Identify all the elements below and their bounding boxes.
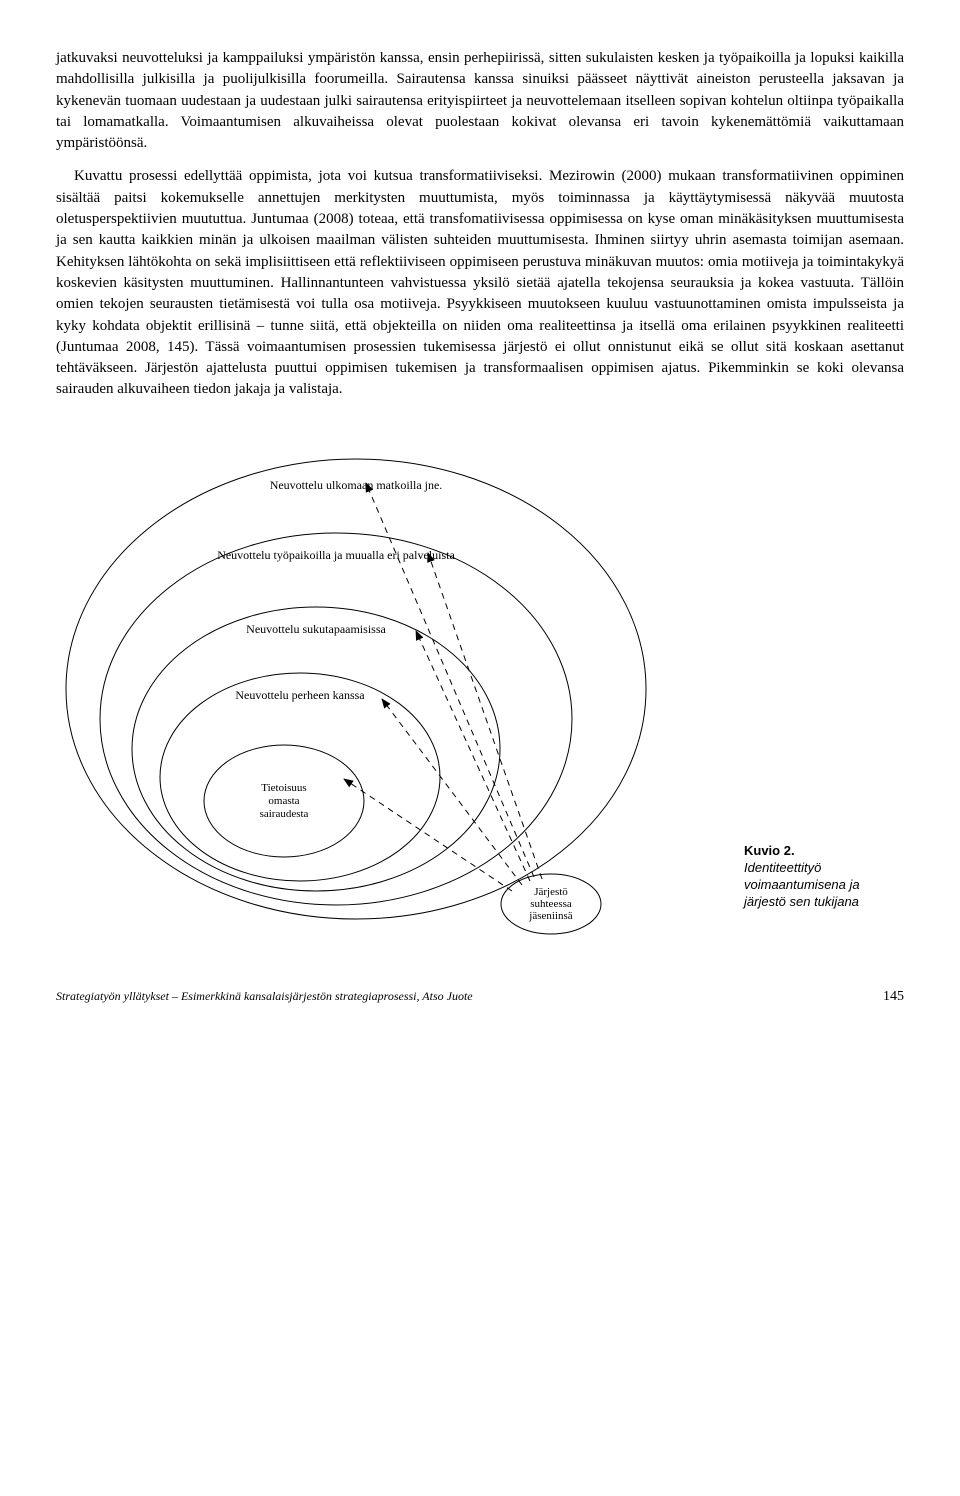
figure-caption: Kuvio 2. Identiteettityö voimaantumisena… xyxy=(744,843,904,911)
svg-text:Neuvottelu sukutapaamisissa: Neuvottelu sukutapaamisissa xyxy=(246,622,386,636)
page-footer: Strategiatyön yllätykset – Esimerkkinä k… xyxy=(56,987,904,1007)
caption-title: Kuvio 2. xyxy=(744,843,795,858)
body-paragraph-1: jatkuvaksi neuvotteluksi ja kamppailuksi… xyxy=(56,48,904,154)
svg-text:Järjestösuhteessajäseniinsä: Järjestösuhteessajäseniinsä xyxy=(528,886,572,922)
nested-ellipse-diagram: Neuvottelu ulkomaan matkoilla jne. Neuvot… xyxy=(56,419,696,959)
svg-text:Neuvottelu ulkomaan matkoilla: Neuvottelu ulkomaan matkoilla jne. xyxy=(270,478,443,492)
body-paragraph-2: Kuvattu prosessi edellyttää oppimista, j… xyxy=(56,166,904,400)
svg-text:Tietoisuusomastasairaudesta: Tietoisuusomastasairaudesta xyxy=(260,782,309,820)
footer-page-number: 145 xyxy=(883,987,904,1007)
svg-text:Neuvottelu perheen kanssa: Neuvottelu perheen kanssa xyxy=(235,688,365,702)
caption-text: Identiteettityö voimaantumisena ja järje… xyxy=(744,860,860,909)
figure-2: Neuvottelu ulkomaan matkoilla jne. Neuvot… xyxy=(56,419,904,959)
svg-text:Neuvottelu työpaikoilla ja muu: Neuvottelu työpaikoilla ja muualla eri p… xyxy=(217,548,455,562)
footer-article-ref: Strategiatyön yllätykset – Esimerkkinä k… xyxy=(56,988,473,1005)
